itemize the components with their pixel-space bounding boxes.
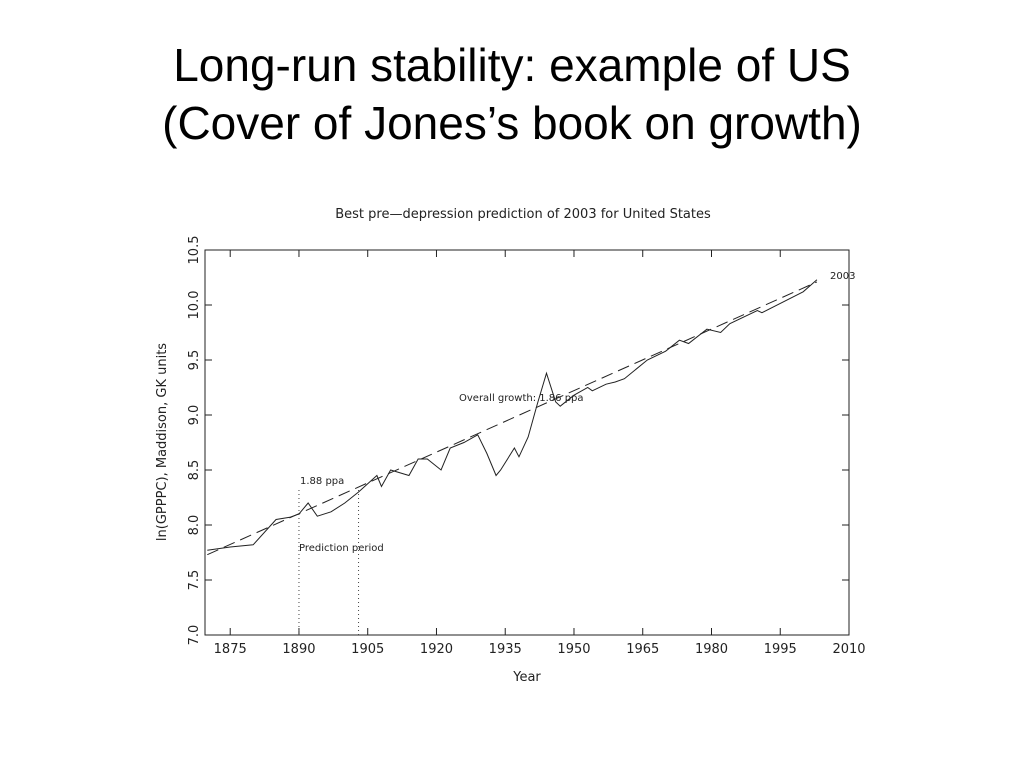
annotation: 1.88 ppa [300, 476, 344, 487]
x-tick-label: 1950 [557, 642, 590, 657]
y-tick-label: 10.0 [187, 291, 202, 320]
plot-frame [204, 249, 850, 636]
x-tick-label: 2010 [832, 642, 865, 657]
chart-title: Best pre—depression prediction of 2003 f… [335, 207, 711, 222]
y-tick-label: 7.5 [187, 570, 202, 591]
x-tick-label: 1995 [764, 642, 797, 657]
slide-title: Long-run stability: example of US (Cover… [0, 36, 1024, 152]
y-tick-label: 9.5 [187, 350, 202, 371]
y-tick-label: 10.5 [187, 236, 202, 265]
y-tick-label: 8.5 [187, 460, 202, 481]
y-tick-label: 7.0 [187, 625, 202, 646]
x-tick-label: 1905 [351, 642, 384, 657]
x-axis-label: Year [512, 670, 541, 685]
data-line [207, 279, 818, 551]
x-tick-label: 1890 [282, 642, 315, 657]
annotation: Prediction period [299, 543, 384, 554]
x-tick-label: 1875 [214, 642, 247, 657]
x-tick-label: 1965 [626, 642, 659, 657]
slide-title-line: (Cover of Jones’s book on growth) [162, 97, 862, 149]
x-tick-label: 1935 [489, 642, 522, 657]
y-tick-label: 8.0 [187, 515, 202, 536]
annotation: 2003 [830, 271, 855, 282]
y-axis-label: ln(GPPPC), Maddison, GK units [155, 343, 170, 541]
annotation: Overall growth: 1.86 ppa [459, 393, 584, 404]
trend-line [207, 281, 818, 556]
x-tick-label: 1920 [420, 642, 453, 657]
x-tick-label: 1980 [695, 642, 728, 657]
y-tick-label: 9.0 [187, 405, 202, 426]
slide-title-line: Long-run stability: example of US [173, 39, 851, 91]
